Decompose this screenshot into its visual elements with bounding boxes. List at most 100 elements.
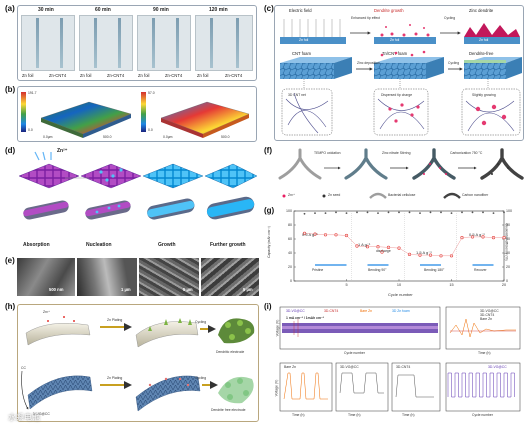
ce-point xyxy=(471,211,474,214)
panel-b: (b) 191.7 0.0 0.0µm 500.0 57 xyxy=(3,85,261,143)
sem-image-4 xyxy=(201,258,259,296)
panel-c: (c) Electric field Dendrite growth Zinc … xyxy=(264,3,527,143)
i-top-xlabel: Cycle number xyxy=(344,351,365,355)
cell-photo-4 xyxy=(195,15,253,71)
y-tick-label: 20 xyxy=(288,265,292,269)
ce-point xyxy=(429,211,432,214)
stage-growth: Growth xyxy=(158,242,176,248)
i-legend-cnt: 3D-CNT4 xyxy=(324,309,339,313)
growth-schematic xyxy=(18,151,258,220)
scale-bottom-right: 0.0 xyxy=(148,128,153,132)
y2-tick-label: 40 xyxy=(506,251,510,255)
watermark-text: 水系电池 xyxy=(8,413,40,422)
synthesis-schematic xyxy=(278,148,524,180)
g-ylabel-left: Capacity (mAh cm⁻²) xyxy=(266,226,271,258)
g-state-bend180: Bending 180° xyxy=(424,268,445,272)
sem-image-2 xyxy=(77,258,137,296)
stage-further-growth: Further growth xyxy=(210,242,246,248)
i-bottom-xlabel-1: Time (h) xyxy=(292,413,305,417)
callout-cnt-net: 3D CNT net xyxy=(288,93,306,97)
time-label-3: 90 min xyxy=(153,7,169,13)
ce-point xyxy=(482,211,484,214)
axis-left-1: 0.0µm xyxy=(43,135,53,139)
i-legend-bare: Bare Zn xyxy=(360,309,373,313)
panel-g: (g) 0 20 40 60 80 100 0 20 40 60 80 100 5 10 15 20 Cy… xyxy=(264,206,527,298)
ce-point xyxy=(314,212,316,214)
g-rate-2: 1 A g⁻¹ xyxy=(358,242,371,247)
y2-tick-label: 20 xyxy=(506,265,510,269)
y2-tick-label: 0 xyxy=(506,279,508,283)
h-substrate-nvg: N-VG@CC xyxy=(33,412,50,416)
x-tick-label: 20 xyxy=(502,283,506,287)
h-result-dendritic: Dendritic electrode xyxy=(216,350,245,354)
arrow-label-cycling-bottom: Cycling xyxy=(448,61,460,65)
g-rate-1: 0.5 A g⁻¹ xyxy=(302,232,318,237)
x-tick-label: 5 xyxy=(345,283,347,287)
ce-point xyxy=(377,212,379,214)
i-bottom-label-1: Bare Zn xyxy=(284,365,297,369)
ce-point xyxy=(345,212,348,214)
ion-label: Zn²⁺ xyxy=(57,148,68,154)
panel-h: (h) Zn Plating Cycling Zn Plating Cyclin… xyxy=(3,302,261,424)
stage-nucleation: Nucleation xyxy=(86,242,112,248)
i-top-ylabel: Voltage (V) xyxy=(275,319,280,337)
legend-zn-ion: Zn²⁺ xyxy=(288,193,295,197)
label-zn-cnt-foam: Zn/CNT foam xyxy=(382,51,408,56)
legend-bacterial-cellulose: Bacterial cellulose xyxy=(388,193,416,197)
i-inset-legend-3: Bare Zn xyxy=(480,317,493,321)
ce-point xyxy=(398,211,400,214)
x-tick-label: 15 xyxy=(449,283,453,287)
panel-i-label: (i) xyxy=(264,302,272,311)
scale-top-left: 191.7 xyxy=(28,91,37,95)
ce-point xyxy=(503,211,505,214)
plot-area xyxy=(293,210,505,282)
y-tick-label: 100 xyxy=(286,209,292,213)
foil-text-1: Zn foil xyxy=(299,37,309,42)
axis-right-2: 500.0 xyxy=(221,135,230,139)
scale-bar-1: 500 nm xyxy=(49,287,64,292)
g-ylabel-right: Coulombic efficiency (%) xyxy=(504,223,509,261)
h-arrow-plating-bottom: Zn Plating xyxy=(107,376,123,380)
stage-absorption: Absorption xyxy=(23,242,50,248)
ce-point xyxy=(492,212,495,214)
i-bottom-xlabel-3: Time (h) xyxy=(402,413,415,417)
h-arrow-cycling-top: Cycling xyxy=(195,320,207,324)
i-legend-foam: 3D Zn foam xyxy=(392,309,410,313)
h-ion: Zn²⁺ xyxy=(43,310,50,314)
scale-bar-3: 5 µm xyxy=(183,287,193,292)
g-state-bend90: Bending 90° xyxy=(368,268,387,272)
step-tempo: TEMPO oxidation xyxy=(314,151,341,155)
g-xlabel: Cycle number xyxy=(388,292,413,297)
i-bottom-label-3: 3D-CNT4 xyxy=(396,365,411,369)
panel-b-label: (b) xyxy=(5,85,16,94)
legend-marker xyxy=(380,250,384,254)
ce-point xyxy=(335,211,337,214)
step-zinc-nitrate: Zinc nitrate Stirring xyxy=(382,151,411,155)
panel-f: (f) TEMPO oxidation Zinc nitrate Stirrin… xyxy=(264,146,527,204)
panel-a-frame xyxy=(17,5,257,81)
ce-point xyxy=(366,211,369,214)
i-bottom-label-2: 3D-VG@CC xyxy=(340,365,359,369)
scale-bar-2: 1 µm xyxy=(121,287,131,292)
panel-g-label: (g) xyxy=(264,206,275,215)
h-arrow-cycling-bottom: Cycling xyxy=(195,376,207,380)
legend-carbon-nanofiber: Carbon nanofiber xyxy=(462,193,489,197)
ce-point xyxy=(387,211,390,214)
g-state-recover: Recover xyxy=(474,268,487,272)
panel-c-frame xyxy=(274,5,524,141)
foil-label: Zn foil xyxy=(138,73,150,78)
foil-label: Zn foil xyxy=(22,73,34,78)
g-legend-discharge: discharge xyxy=(376,249,391,253)
panel-e: (e) 500 nm 1 µm 5 µm 5 µm xyxy=(3,256,261,298)
sem-image-1 xyxy=(17,258,75,296)
surface-map-left xyxy=(21,92,132,138)
foil-label: Zn foil xyxy=(197,73,209,78)
cell-photo-3 xyxy=(137,15,191,71)
i-legend-vg: 3D-VG@CC xyxy=(286,309,305,313)
ce-point xyxy=(324,212,327,214)
i-inset-legend-2: 3D-CNT4 xyxy=(480,313,495,317)
panel-e-label: (e) xyxy=(5,256,15,265)
g-rate-4: 0.5 A g⁻¹ xyxy=(469,232,485,237)
label-zinc-dendrite: Zinc dendrite xyxy=(469,8,494,13)
